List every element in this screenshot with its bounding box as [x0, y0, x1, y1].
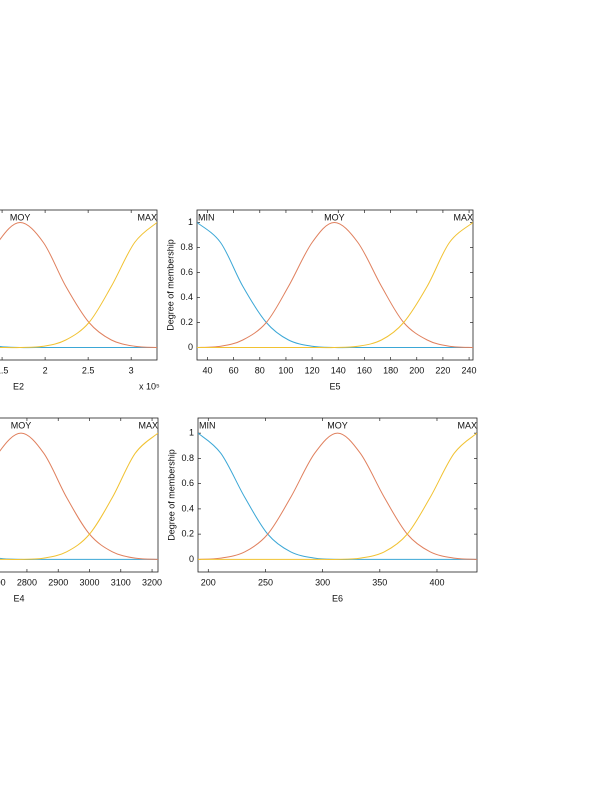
series-lines — [0, 221, 158, 349]
x-tick-label: 350 — [372, 577, 387, 587]
x-tick-label: 120 — [305, 365, 320, 375]
membership-curve — [197, 222, 473, 349]
curve-label: MIN — [198, 212, 215, 222]
y-tick-label: 1 — [188, 217, 193, 227]
x-multiplier: x 10⁵ — [139, 381, 160, 391]
x-tick-label: 180 — [383, 365, 398, 375]
x-tick-label: 3200 — [142, 577, 162, 587]
x-tick-label: 200 — [201, 577, 216, 587]
y-tick-label: 1 — [189, 428, 194, 438]
x-tick-label: 220 — [435, 365, 450, 375]
x-tick-label: 2.5 — [82, 365, 95, 375]
x-axis-label: E4 — [13, 593, 24, 603]
x-tick-label: 3000 — [79, 577, 99, 587]
curve-label: MAX — [137, 212, 157, 222]
y-tick-label: 0 — [189, 554, 194, 564]
membership-curve — [0, 432, 158, 560]
y-tick-label: 0.6 — [180, 267, 193, 277]
plot-frame — [197, 417, 478, 573]
membership-curve — [0, 432, 158, 560]
series-lines — [198, 432, 477, 560]
x-axis-label: E2 — [13, 381, 24, 391]
x-axis-label: E5 — [329, 381, 340, 391]
y-axis-label: Degree of membership — [165, 239, 175, 331]
y-tick-label: 0.6 — [181, 478, 194, 488]
curve-label: MOY — [324, 212, 345, 222]
membership-curve — [0, 222, 158, 349]
curve-label: MOY — [11, 420, 32, 430]
series-lines — [0, 432, 158, 560]
y-tick-label: 0.8 — [180, 242, 193, 252]
x-tick-label: 160 — [357, 365, 372, 375]
x-tick-label: 2700 — [0, 577, 6, 587]
y-axis-label: Degree of membership — [166, 449, 176, 541]
series-lines — [197, 221, 473, 349]
x-tick-label: 2 — [43, 365, 48, 375]
x-tick-label: 3100 — [111, 577, 131, 587]
membership-curve — [197, 221, 473, 348]
y-tick-label: 0.2 — [180, 317, 193, 327]
membership-curve — [198, 432, 477, 560]
y-tick-label: 0 — [188, 342, 193, 352]
y-tick-label: 0.4 — [181, 503, 194, 513]
plot-frame — [0, 209, 158, 361]
x-tick-label: 200 — [409, 365, 424, 375]
x-tick-label: 2900 — [48, 577, 68, 587]
x-tick-label: 40 — [202, 365, 212, 375]
x-axis-label: E6 — [332, 593, 343, 603]
x-tick-label: 400 — [429, 577, 444, 587]
x-tick-label: 60 — [229, 365, 239, 375]
plot-frame — [196, 209, 474, 361]
x-tick-label: 250 — [258, 577, 273, 587]
x-tick-label: 300 — [315, 577, 330, 587]
x-tick-label: 140 — [331, 365, 346, 375]
curve-label: MOY — [10, 212, 31, 222]
x-tick-label: 80 — [255, 365, 265, 375]
curve-label: MAX — [138, 420, 158, 430]
membership-curve — [198, 432, 477, 560]
membership-curve — [0, 221, 158, 348]
curve-label: MIN — [199, 420, 216, 430]
x-tick-label: 240 — [462, 365, 477, 375]
x-tick-label: 100 — [278, 365, 293, 375]
curve-label: MOY — [327, 420, 348, 430]
curve-label: MAX — [453, 212, 473, 222]
x-tick-label: 3 — [129, 365, 134, 375]
y-tick-label: 0.8 — [181, 453, 194, 463]
x-tick-label: 1.5 — [0, 365, 8, 375]
curve-label: MAX — [457, 420, 477, 430]
plot-frame — [0, 417, 159, 573]
y-tick-label: 0.2 — [181, 529, 194, 539]
y-tick-label: 0.4 — [180, 292, 193, 302]
x-tick-label: 2800 — [17, 577, 37, 587]
